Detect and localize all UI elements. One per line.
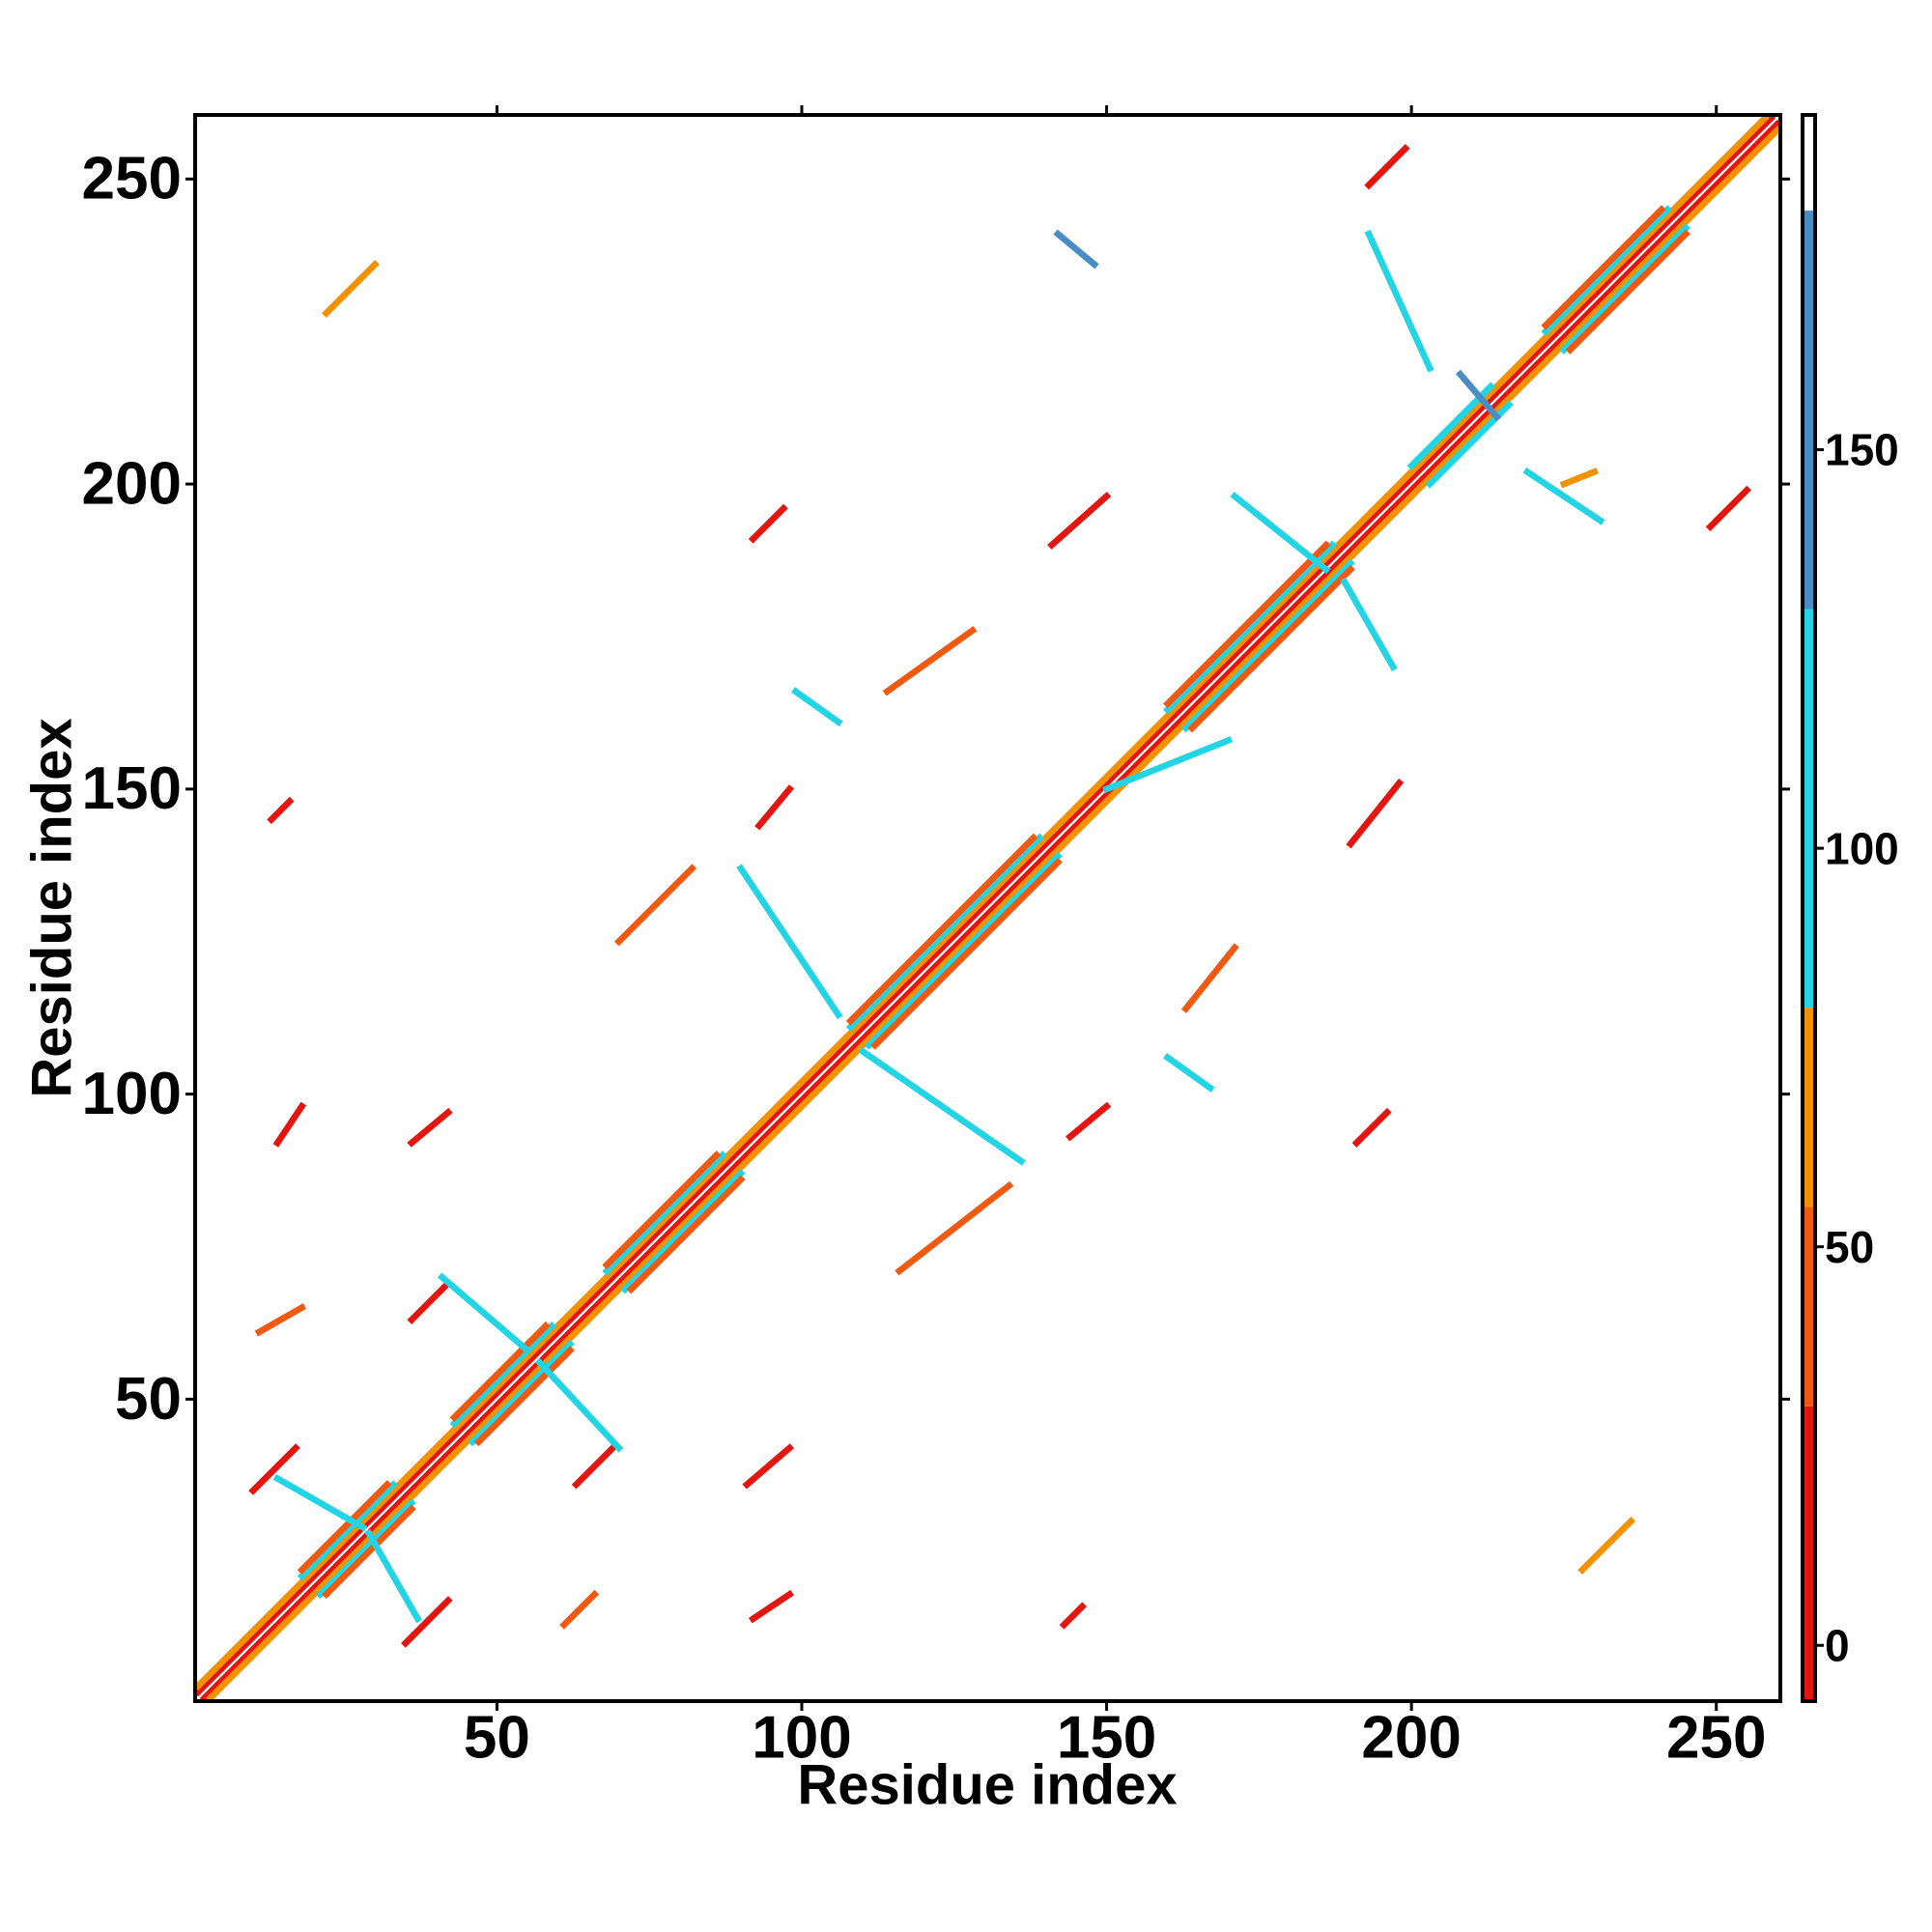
contact-cells — [620, 1169, 746, 1294]
contact-cells — [534, 1357, 624, 1453]
colorbar-segment — [1803, 1207, 1815, 1406]
contact-cells — [206, 126, 1782, 1703]
x-axis-title: Residue index — [797, 1753, 1177, 1816]
y-tick-label: 200 — [82, 450, 182, 517]
contact-cells — [858, 1046, 1026, 1166]
contact-cells — [845, 833, 1044, 1032]
contact-cells — [468, 1339, 575, 1447]
contact-cells — [449, 1321, 551, 1423]
contact-cells — [1364, 229, 1435, 373]
contact-cells — [322, 260, 380, 318]
contact-cells — [602, 1151, 727, 1276]
colorbar-segment — [1803, 115, 1815, 212]
contact-cells — [322, 1504, 416, 1600]
contact-cells — [473, 1346, 575, 1447]
contact-cells — [845, 833, 1038, 1026]
x-tick-label: 50 — [464, 1704, 530, 1771]
contact-cells — [1522, 467, 1605, 526]
x-tick-label: 250 — [1666, 1704, 1766, 1771]
contact-cells — [364, 1528, 422, 1624]
x-tick-label: 150 — [1057, 1704, 1156, 1771]
contact-cells — [748, 1589, 794, 1624]
contact-cells — [882, 626, 978, 696]
contact-cells — [1163, 1053, 1215, 1093]
contact-cells — [1559, 468, 1599, 489]
x-tick-label: 200 — [1361, 1704, 1461, 1771]
contact-cells — [870, 857, 1063, 1050]
colorbar-tick-label: 50 — [1825, 1222, 1874, 1272]
contact-cells — [864, 851, 1063, 1050]
contact-cells — [1180, 943, 1239, 1013]
contact-cells — [297, 1480, 392, 1575]
contact-cells — [748, 503, 788, 544]
contact-cells — [754, 784, 795, 831]
contact-cells — [1180, 558, 1355, 733]
contact-cells — [571, 1443, 618, 1490]
contact-cells — [267, 796, 295, 825]
contact-cells — [1187, 564, 1355, 733]
colorbar-segment — [1803, 609, 1815, 1009]
colorbar-tick-label: 0 — [1825, 1620, 1850, 1670]
contact-cells — [437, 1272, 532, 1355]
contact-cells — [248, 1443, 300, 1495]
contact-cells — [193, 113, 1776, 1697]
contact-cells — [1059, 1602, 1088, 1630]
contact-cells — [1559, 223, 1690, 355]
contact-cells — [1541, 205, 1672, 336]
contact-cells — [559, 1589, 600, 1630]
colorbar-segment — [1803, 1008, 1815, 1208]
y-tick-label: 50 — [115, 1366, 182, 1433]
contact-cells — [1577, 1517, 1636, 1575]
y-tick-label: 100 — [82, 1061, 182, 1127]
plot-frame — [193, 113, 1782, 1703]
y-tick-label: 150 — [82, 755, 182, 822]
colorbar-tick-label: 150 — [1825, 425, 1899, 475]
contact-cells — [1705, 485, 1751, 531]
contact-cells — [791, 687, 843, 727]
contact-cells — [1053, 229, 1099, 270]
colorbar-tick-label: 100 — [1825, 823, 1899, 873]
contact-cells — [272, 1101, 307, 1148]
contact-cells — [1047, 492, 1112, 550]
y-tick-label: 250 — [82, 146, 182, 213]
x-tick-label: 100 — [752, 1704, 851, 1771]
contact-cells — [1340, 577, 1398, 672]
contact-cells — [297, 1480, 398, 1581]
contact-cells — [1351, 1107, 1392, 1148]
colorbar-segment — [1803, 211, 1815, 610]
y-axis-title: Residue index — [20, 718, 83, 1097]
contact-cells — [1163, 540, 1331, 709]
contact-cells — [1565, 229, 1690, 355]
contact-cells — [895, 1180, 1014, 1276]
contact-cells — [1346, 778, 1405, 849]
contact-cells — [407, 1107, 453, 1148]
contact-cells — [1102, 736, 1234, 794]
contact-cells — [199, 119, 1782, 1703]
contact-cells — [1163, 540, 1337, 715]
contact-cells — [1065, 1101, 1112, 1142]
contact-cells — [613, 864, 697, 947]
colorbar-frame — [1801, 113, 1817, 1703]
contact-cells — [742, 1443, 795, 1490]
contact-cells — [736, 864, 843, 1020]
colorbar-segment — [1803, 1406, 1815, 1701]
contact-cells — [626, 1175, 746, 1294]
contact-cells — [254, 1303, 306, 1337]
contact-cells — [602, 1151, 722, 1270]
contact-cells — [1406, 382, 1495, 470]
contact-cells — [1364, 144, 1410, 190]
contact-cells — [407, 1278, 453, 1324]
contact-cells — [449, 1321, 556, 1429]
contact-cells — [1455, 369, 1502, 422]
contact-cells — [1541, 205, 1666, 330]
contact-cells — [193, 113, 1770, 1690]
contact-cells — [401, 1596, 453, 1648]
contact-cells — [272, 1473, 368, 1532]
contact-cells — [1230, 492, 1331, 575]
contact-cells — [315, 1498, 416, 1600]
